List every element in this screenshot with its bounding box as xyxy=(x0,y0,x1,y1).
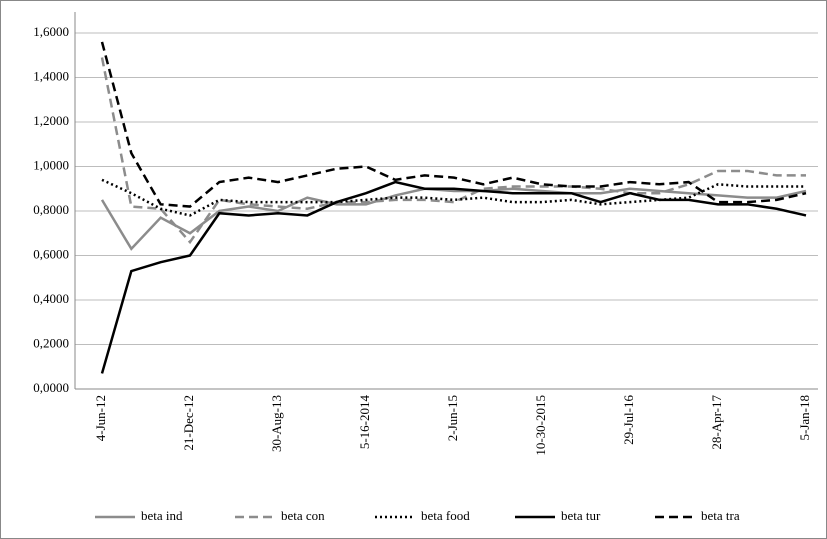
x-tick-label: 30-Aug-13 xyxy=(269,395,284,452)
legend-label: beta ind xyxy=(141,508,183,523)
x-tick-label: 10-30-2015 xyxy=(533,395,548,456)
x-tick-label: 29-Jul-16 xyxy=(621,395,636,445)
y-tick-label: 1,6000 xyxy=(33,24,69,39)
series-line xyxy=(100,187,807,251)
x-tick-label: 4-Jun-12 xyxy=(93,395,108,441)
y-tick-label: 0,2000 xyxy=(33,335,69,350)
y-tick-label: 1,0000 xyxy=(33,157,69,172)
x-tick-label: 21-Dec-12 xyxy=(181,395,196,451)
legend-label: beta tur xyxy=(561,508,601,523)
x-tick-label: 28-Apr-17 xyxy=(709,395,724,450)
y-tick-label: 0,8000 xyxy=(33,202,69,217)
y-tick-label: 0,6000 xyxy=(33,246,69,261)
y-tick-label: 0,0000 xyxy=(33,380,69,395)
legend-label: beta food xyxy=(421,508,470,523)
x-tick-label: 5-Jan-18 xyxy=(797,395,812,441)
y-tick-label: 1,2000 xyxy=(33,113,69,128)
series-line xyxy=(100,180,807,374)
x-tick-label: 5-16-2014 xyxy=(357,395,372,450)
y-tick-label: 0,4000 xyxy=(33,291,69,306)
series-line xyxy=(100,41,807,208)
legend-label: beta con xyxy=(281,508,325,523)
legend-label: beta tra xyxy=(701,508,740,523)
x-tick-label: 2-Jun-15 xyxy=(445,395,460,441)
y-tick-label: 1,4000 xyxy=(33,68,69,83)
